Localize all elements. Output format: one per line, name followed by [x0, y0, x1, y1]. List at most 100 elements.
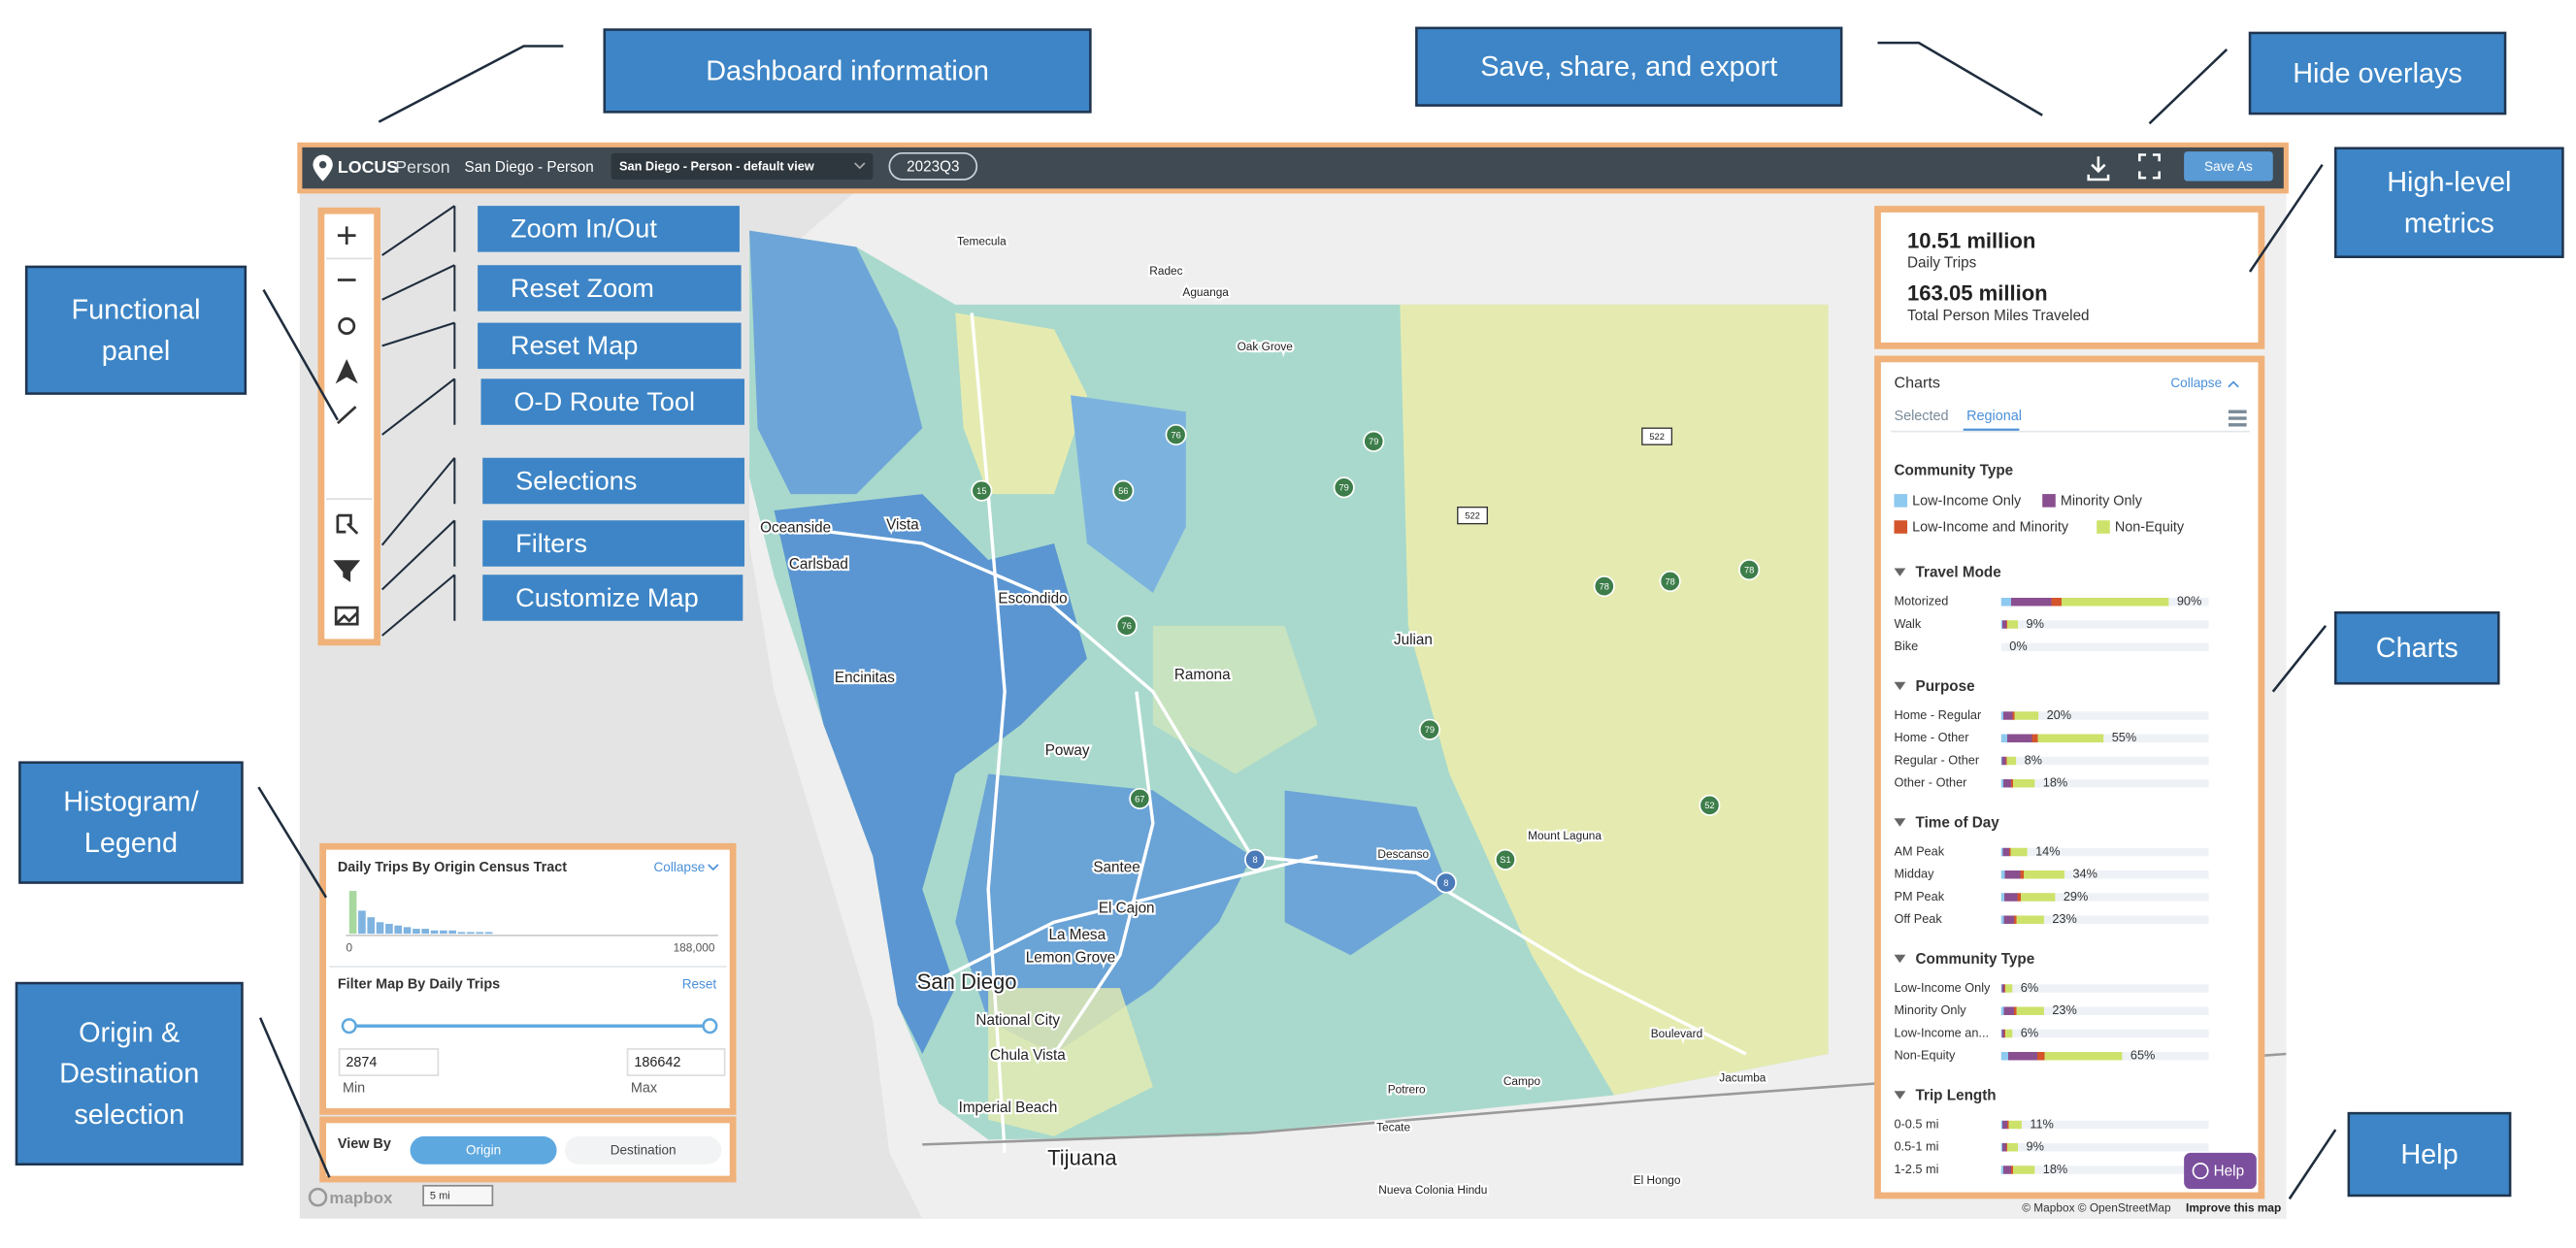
attribution: © Mapbox © OpenStreetMap	[2022, 1201, 2171, 1215]
min-label: Min	[343, 1080, 365, 1096]
section-caret	[1894, 1091, 1906, 1100]
slider-handle[interactable]	[702, 1018, 718, 1035]
legend-swatch	[1894, 520, 1908, 534]
filter-title: Filter Map By Daily Trips	[338, 977, 500, 993]
bar	[2000, 847, 2028, 857]
annotation-text: Save, share, and export	[1480, 51, 1777, 82]
download-icon[interactable]	[2087, 156, 2110, 181]
max-label: Max	[631, 1080, 658, 1096]
histogram-bar	[421, 929, 430, 935]
filter-reset[interactable]: Reset	[682, 976, 717, 991]
slider-handle[interactable]	[341, 1018, 357, 1035]
bar-track	[2000, 1143, 2209, 1152]
bar	[2000, 984, 2013, 993]
shield-badge	[1165, 423, 1187, 446]
bar-label: 55%	[2112, 730, 2136, 744]
collapse-caret	[708, 864, 719, 871]
annotation-connector	[378, 45, 564, 123]
bar-label: 9%	[2027, 1139, 2044, 1154]
annotation-connector	[2148, 48, 2229, 125]
destination-toggle[interactable]	[565, 1135, 722, 1165]
bar-track	[2000, 734, 2209, 742]
tool-icons	[333, 226, 361, 626]
histogram-title: Daily Trips By Origin Census Tract	[338, 860, 567, 875]
shield-label: 8	[1252, 855, 1257, 865]
route-shield: 15	[971, 479, 993, 502]
filter-tool[interactable]	[333, 560, 361, 582]
grid-icon[interactable]	[2228, 410, 2247, 427]
shield-badge	[1363, 430, 1385, 452]
bar	[2000, 1006, 2044, 1015]
route-shield: 78	[1738, 559, 1761, 581]
place-label: Radec	[1149, 264, 1182, 278]
period-pill[interactable]	[888, 151, 978, 181]
help-button[interactable]	[2184, 1152, 2257, 1190]
bar	[2000, 915, 2044, 924]
save-as-button[interactable]	[2184, 151, 2273, 181]
section-title: Trip Length	[1916, 1087, 1997, 1103]
min-input[interactable]	[338, 1048, 440, 1076]
bar	[2000, 1051, 2123, 1061]
region: San Diego - Person	[465, 159, 594, 176]
histogram-bar	[348, 891, 357, 935]
logo-pin-hole	[318, 160, 327, 169]
tab[interactable]: Selected	[1894, 409, 1948, 424]
route-tool[interactable]	[336, 406, 357, 425]
zoom-in[interactable]	[337, 226, 356, 245]
bar	[2000, 893, 2056, 902]
legend-swatch	[2042, 494, 2056, 508]
origin-label: Origin	[466, 1143, 501, 1158]
tool-connector	[380, 519, 456, 591]
place-label: National City	[975, 1012, 1060, 1029]
annotation-connector	[1877, 41, 2043, 116]
bar-label: 0%	[2009, 639, 2027, 653]
bar-track	[2000, 778, 2209, 788]
shield-badge	[971, 479, 993, 502]
roads	[790, 312, 1747, 1153]
row-name: Off Peak	[1894, 911, 1942, 926]
histogram-bar	[403, 927, 412, 935]
region-patch	[988, 988, 1153, 1136]
shield-badge	[1659, 570, 1681, 593]
tool-label: Customize Map	[515, 582, 699, 612]
histogram-bar	[457, 932, 466, 935]
place-label: Boulevard	[1651, 1027, 1702, 1040]
bar	[2000, 734, 2104, 742]
row-name: Regular - Other	[1894, 752, 1979, 767]
bar-track	[2000, 870, 2209, 879]
metric-value: 163.05 million	[1907, 281, 2048, 306]
legend-swatch	[1894, 494, 1908, 508]
annotation-connector	[2271, 625, 2328, 693]
route-shield: 79	[1363, 430, 1385, 452]
tool-label: Filters	[515, 528, 587, 558]
annotation-text: metrics	[2404, 208, 2494, 239]
origin-toggle[interactable]	[410, 1135, 557, 1165]
reset-zoom[interactable]	[338, 316, 356, 335]
select-tool[interactable]	[336, 513, 359, 535]
histogram-bar	[476, 932, 484, 935]
max-value: 186642	[634, 1055, 680, 1070]
charts-collapse[interactable]: Collapse	[2170, 376, 2222, 390]
tool-connector	[381, 321, 456, 370]
annotation-connector	[2248, 163, 2324, 273]
tool-connector	[381, 205, 456, 256]
reset-map[interactable]	[335, 359, 358, 384]
legend-label: Minority Only	[2061, 494, 2143, 509]
view-dropdown[interactable]	[611, 152, 874, 180]
improve-map[interactable]: Improve this map	[2186, 1201, 2281, 1215]
bar-track	[2000, 915, 2209, 924]
bar-label: 23%	[2052, 911, 2076, 926]
bar	[2000, 778, 2035, 788]
bar	[2000, 870, 2064, 879]
bar-label: 23%	[2052, 1002, 2076, 1017]
shield-badge	[1418, 718, 1440, 740]
customize-tool[interactable]	[334, 606, 359, 626]
bar	[2000, 597, 2169, 607]
histogram-collapse[interactable]: Collapse	[654, 860, 706, 874]
max-input[interactable]	[626, 1048, 726, 1076]
tool-label: Zoom In/Out	[511, 213, 657, 244]
fullscreen-icon[interactable]	[2138, 153, 2161, 180]
route-shield: 76	[1165, 423, 1187, 446]
metric-label: Daily Trips	[1907, 255, 1977, 272]
tab[interactable]: Regional	[1966, 409, 2022, 424]
